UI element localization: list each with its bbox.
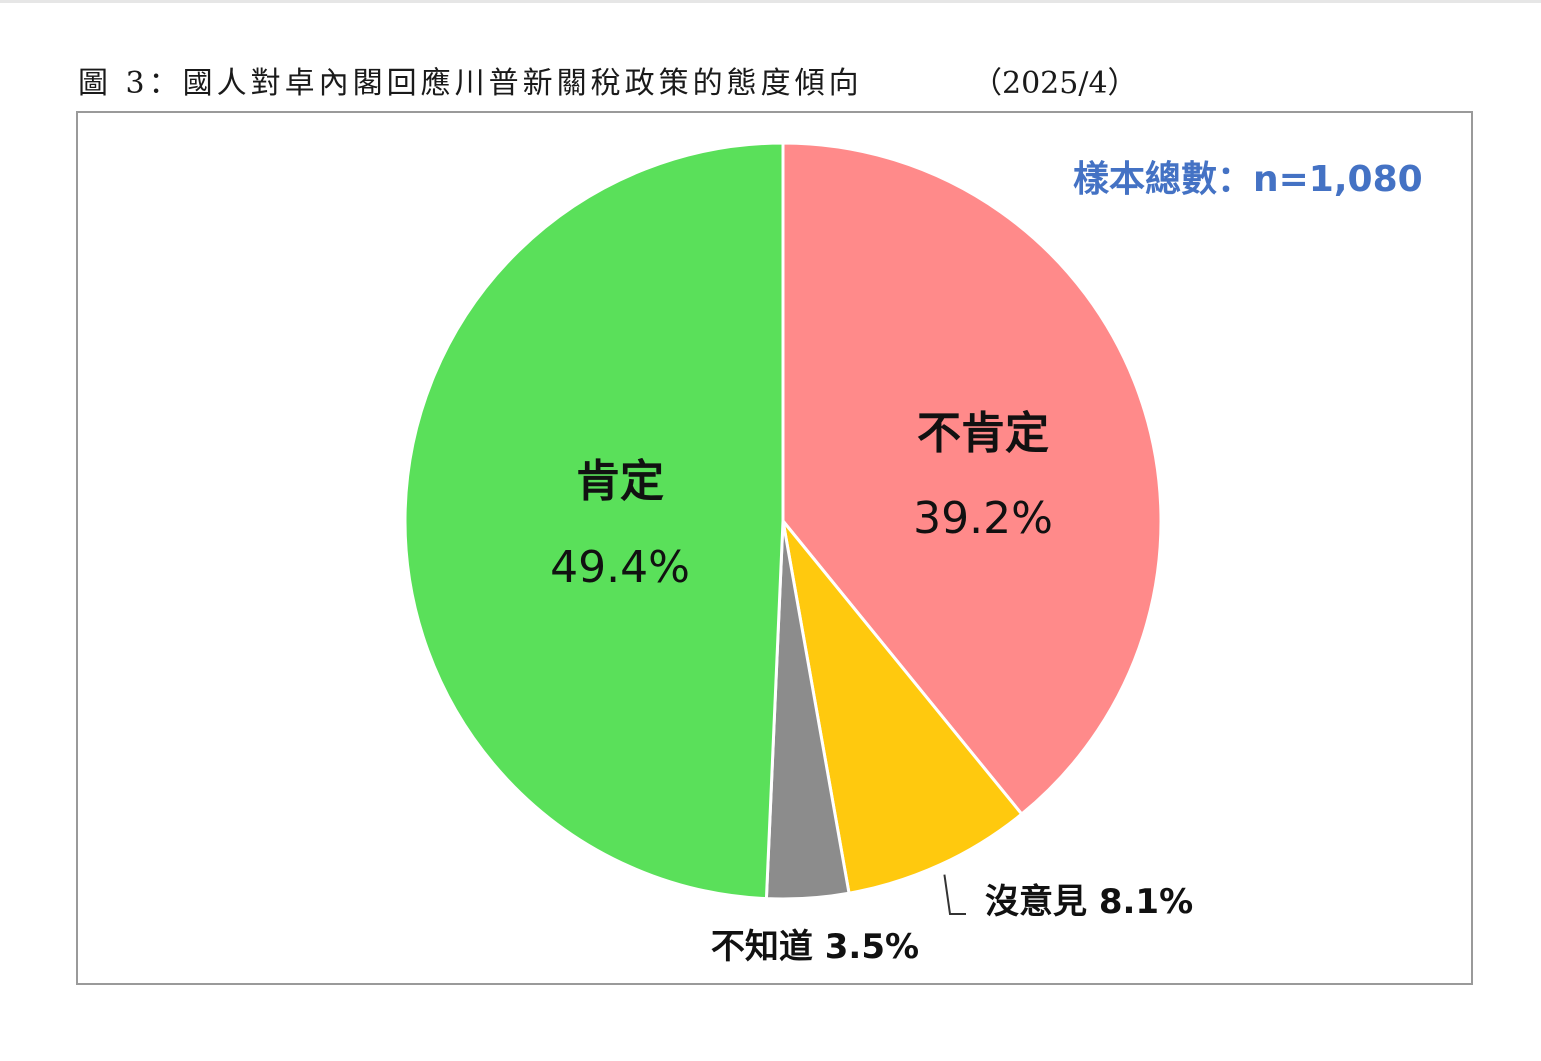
figure-title: 圖 3：國人對卓內閣回應川普新關稅政策的態度傾向: [78, 66, 863, 101]
pie-slice-approve: [403, 141, 785, 901]
slice-label-dont-know: 不知道 3.5%: [711, 927, 919, 967]
leader-line-no-opinion: [943, 874, 966, 915]
figure-date: （2025/4）: [972, 66, 1138, 101]
sample-size-note: 樣本總數：n=1,080: [1073, 159, 1423, 200]
slice-value-approve: 49.4%: [550, 542, 690, 593]
slice-label-approve: 肯定: [576, 456, 664, 507]
pie-labels: 不肯定 39.2% 肯定 49.4% 沒意見 8.1% 不知道 3.5%: [550, 408, 1193, 967]
pie-slice-no-opinion: [781, 519, 1024, 895]
slice-label-not-approve: 不肯定: [917, 408, 1049, 459]
chart-frame: [76, 111, 1473, 985]
slice-value-not-approve: 39.2%: [913, 493, 1053, 544]
pie-slice-not-approve: [781, 141, 1163, 816]
top-strip: [0, 0, 1541, 3]
pie-slices: [403, 141, 1163, 901]
slice-label-no-opinion: 沒意見 8.1%: [985, 882, 1193, 922]
